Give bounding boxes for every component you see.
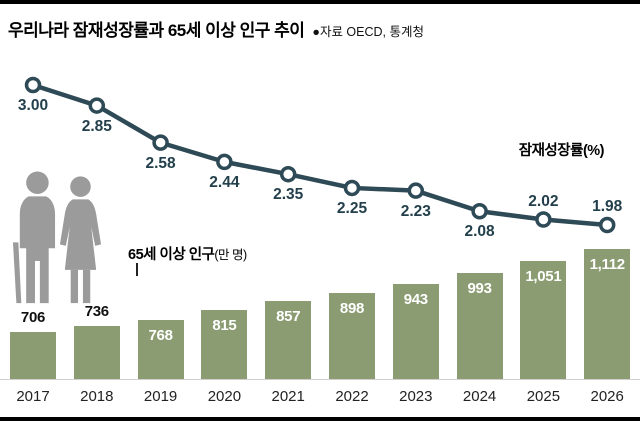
bar-value-2018: 736	[84, 303, 109, 320]
bar-value-2019: 768	[148, 327, 173, 344]
bar-2024	[456, 273, 503, 379]
line-marker-2024	[471, 203, 488, 220]
bar-2023	[392, 284, 439, 379]
x-tick-2018: 2018	[80, 388, 114, 405]
line-marker-2021	[279, 165, 297, 183]
old-man-head	[26, 171, 49, 194]
bar-value-2022: 898	[339, 300, 365, 317]
x-tick-2023: 2023	[399, 388, 433, 405]
cane-icon	[12, 242, 22, 304]
bar-2025	[520, 261, 567, 379]
line-value-2018: 2.85	[81, 117, 112, 135]
line-marker-2025	[535, 211, 552, 228]
x-tick-2021: 2021	[271, 388, 305, 405]
line-marker-2020	[216, 153, 233, 171]
line-marker-2023	[407, 182, 425, 199]
page-title: 우리나라 잠재성장률과 65세 이상 인구 추이	[8, 21, 305, 40]
x-tick-2025: 2025	[526, 388, 561, 405]
x-tick-2022: 2022	[335, 388, 369, 405]
line-marker-2017	[24, 76, 42, 94]
bar-value-2025: 1,051	[525, 268, 562, 285]
line-marker-2019	[152, 134, 169, 151]
elderly-couple-icon	[12, 171, 102, 304]
bottom-border	[0, 417, 640, 421]
old-woman-head	[70, 176, 91, 197]
line-value-2026: 1.98	[592, 197, 623, 215]
bar-value-2021: 857	[276, 308, 301, 325]
line-value-2020: 2.44	[209, 173, 240, 191]
header: 우리나라 잠재성장률과 65세 이상 인구 추이 ●자료 OECD, 통계청	[8, 16, 424, 41]
bar-2019	[137, 320, 184, 379]
line-value-2019: 2.58	[145, 154, 176, 172]
bar-value-2026: 1,112	[589, 256, 626, 273]
x-tick-2019: 2019	[143, 388, 178, 405]
top-border	[0, 0, 640, 4]
line-value-2017: 3.00	[17, 97, 49, 114]
old-woman-leg	[70, 269, 79, 304]
bar-value-2024: 993	[467, 280, 492, 297]
old-man-body	[19, 196, 56, 304]
x-tick-2017: 2017	[16, 388, 50, 405]
line-value-2021: 2.35	[273, 186, 304, 204]
bar-2018	[73, 326, 120, 379]
bar-value-2023: 943	[403, 291, 428, 308]
line-value-2022: 2.25	[336, 199, 368, 217]
x-tick-2026: 2026	[590, 388, 624, 405]
bar-2020	[201, 310, 248, 379]
line-marker-2026	[598, 216, 616, 234]
x-tick-2024: 2024	[462, 388, 497, 405]
line-value-2024: 2.08	[464, 223, 495, 241]
annotation-tick	[136, 263, 138, 276]
line-value-2023: 2.23	[400, 202, 431, 220]
bar-value-2017: 706	[20, 309, 46, 326]
axis-baseline	[0, 379, 640, 380]
bar-series-label: 65세 이상 인구(만 명)	[128, 243, 247, 276]
old-woman-leg	[82, 269, 91, 304]
bar-2017	[10, 332, 56, 379]
bar-2026	[584, 249, 631, 379]
source-label: ●자료 OECD, 통계청	[312, 25, 424, 39]
line-marker-2022	[343, 179, 361, 197]
line-series-label: 잠재성장률(%)	[518, 143, 605, 159]
bar-value-2020: 815	[212, 317, 237, 334]
line-value-2025: 2.02	[528, 192, 559, 210]
old-woman-dress	[59, 199, 102, 270]
bar-2021	[265, 301, 312, 379]
bar-series-unit: (만 명)	[214, 248, 247, 262]
bar-2022	[329, 293, 375, 379]
line-marker-2018	[88, 97, 106, 114]
bar-series-label-text: 65세 이상 인구	[128, 247, 215, 263]
x-tick-2020: 2020	[207, 388, 242, 405]
